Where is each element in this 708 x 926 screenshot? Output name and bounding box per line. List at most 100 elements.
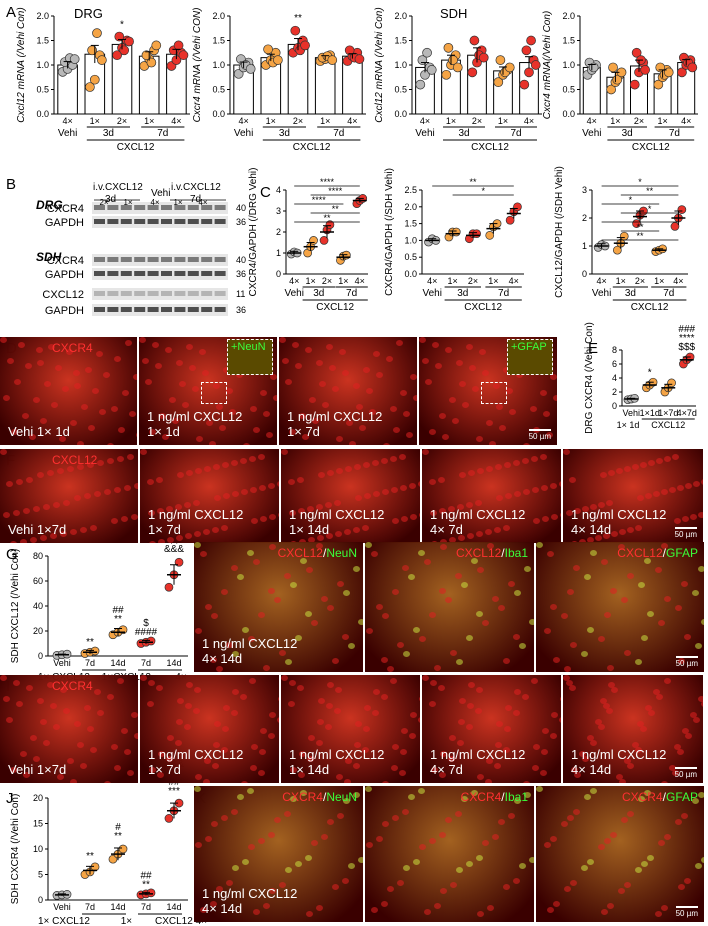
A4-ytick-label: 0.5 (562, 85, 575, 95)
blot-band (161, 219, 172, 224)
tissue-cell (0, 337, 7, 343)
tissue-cell (413, 395, 417, 401)
A2-category-label: 1× (266, 116, 276, 126)
tissue-cell (373, 491, 380, 497)
blot-kda-label: 40 (236, 255, 246, 265)
J-data-point (146, 888, 156, 898)
tissue-cell (205, 604, 212, 610)
tissue-cell (409, 733, 416, 739)
tissue-cell (514, 798, 521, 804)
tissue-cell (509, 409, 516, 415)
G-category-label: 14d (110, 658, 125, 668)
tissue-cell (67, 758, 74, 764)
tissue-cell (499, 425, 506, 431)
tissue-cell (297, 477, 304, 483)
tissue-cell (221, 815, 228, 821)
A2-treatment: CXCL12 (293, 142, 331, 153)
tissue-cell (279, 882, 286, 888)
stain-red-label: CXCL12 (277, 546, 323, 560)
A3-data-point (493, 77, 504, 88)
tissue-cell (550, 836, 557, 842)
A1-data-point (89, 74, 100, 85)
tissue-cell (476, 436, 483, 442)
tissue-cell (346, 420, 353, 426)
tissue-cell (366, 842, 373, 848)
tissue-cell (582, 506, 589, 512)
tissue-cell (462, 402, 469, 408)
tissue-cell (505, 705, 512, 711)
condition-label: 1 ng/ml CXCL12 4× 7d (430, 747, 526, 777)
tissue-cell (253, 427, 260, 433)
tissue-cell (550, 604, 557, 610)
stain-label: CXCL12 (52, 453, 98, 467)
A1-ytick-label: 0.0 (36, 109, 49, 119)
C3-sig-bracket-label: * (629, 195, 633, 205)
tissue-cell (87, 726, 94, 732)
A4-data-point (653, 79, 664, 90)
tissue-cell (111, 406, 118, 412)
tissue-cell (495, 464, 502, 470)
scale-bar-label: 50 µm (675, 659, 698, 668)
tissue-cell (648, 460, 655, 466)
tissue-cell (383, 443, 390, 445)
C2-ytick-label: 0.5 (404, 252, 417, 262)
tissue-cell (496, 495, 503, 501)
tissue-cell (260, 728, 267, 734)
tissue-cell (409, 483, 416, 489)
G-ylabel: SDH CXCL12 (/Vehi Con) (10, 549, 21, 664)
tissue-cell (603, 703, 610, 709)
tissue-cell (503, 658, 510, 664)
tissue-cell (685, 483, 692, 489)
tissue-cell (259, 749, 266, 755)
tissue-cell (551, 712, 558, 718)
tissue-cell (205, 836, 212, 842)
tissue-cell (579, 751, 586, 757)
tissue-cell (661, 489, 668, 495)
tissue-cell (354, 742, 361, 748)
E-data-point (667, 378, 676, 388)
tissue-cell (424, 909, 431, 915)
tissue-cell (11, 429, 18, 435)
tissue-cell (210, 657, 217, 663)
micro_I-image-1: CXCR4 Vehi 1×7d (0, 675, 138, 783)
blot-lane-label: 1× (123, 198, 132, 207)
tissue-cell (176, 360, 183, 366)
tissue-cell (44, 381, 51, 387)
blot-lane-label: 4× (150, 198, 159, 207)
tissue-cell (14, 379, 21, 385)
blot-band (94, 307, 105, 312)
J-ytick-label: 10 (33, 844, 43, 854)
C3-ytick-label: 2 (582, 213, 587, 223)
tissue-cell (621, 817, 628, 823)
blot-band (161, 307, 172, 312)
tissue-cell (221, 525, 228, 531)
A2-group-7d: 7d (333, 128, 344, 139)
tissue-cell (251, 518, 258, 524)
tissue-cell (371, 551, 378, 557)
C1-category-label: 4× (289, 276, 299, 286)
tissue-cell (382, 821, 389, 827)
tissue-cell (70, 420, 77, 426)
tissue-cell (698, 512, 703, 518)
blot-band (120, 205, 132, 210)
blot-band (201, 219, 213, 224)
tissue-cell (547, 551, 554, 557)
C2-ylabel: CXCR4/GAPDH (/SDH Vehi) (384, 168, 395, 296)
tissue-cell (353, 566, 360, 572)
tissue-cell (214, 495, 221, 501)
tissue-cell (213, 742, 220, 748)
blot-band (174, 257, 186, 262)
tissue-cell (226, 880, 233, 886)
tissue-cell (23, 772, 30, 778)
tissue-cell (50, 533, 57, 539)
C3-ytick-label: 1 (582, 241, 587, 251)
condition-label: 1 ng/ml CXCL12 4× 14d (571, 507, 667, 537)
A4-ylabel: Cxcr4 mRNA(/Vehi Con) (542, 11, 553, 120)
tissue-cell (342, 634, 349, 640)
tissue-cell (344, 779, 351, 783)
scale-bar-line (528, 429, 551, 431)
tissue-cell (117, 456, 124, 462)
tissue-cell (182, 402, 189, 408)
tissue-cell (590, 788, 597, 794)
A4-ytick-label: 0.0 (562, 109, 575, 119)
